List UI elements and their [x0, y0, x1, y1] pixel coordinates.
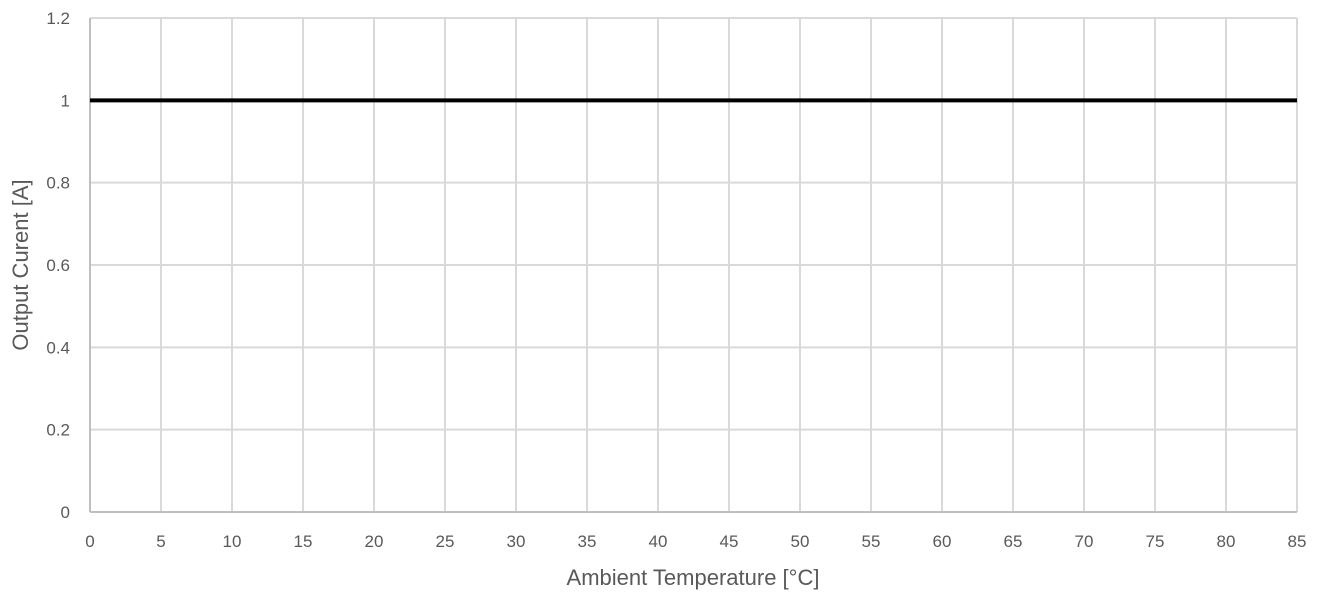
- x-tick-label: 25: [436, 532, 455, 551]
- y-tick-label: 0.2: [46, 421, 70, 440]
- y-tick-label: 0.8: [46, 174, 70, 193]
- x-tick-label: 75: [1146, 532, 1165, 551]
- x-tick-label: 20: [365, 532, 384, 551]
- x-tick-label: 50: [791, 532, 810, 551]
- x-tick-label: 0: [85, 532, 94, 551]
- x-tick-label: 5: [156, 532, 165, 551]
- grid-lines: [90, 17, 1298, 512]
- x-tick-label: 45: [720, 532, 739, 551]
- x-tick-label: 80: [1217, 532, 1236, 551]
- x-tick-label: 60: [933, 532, 952, 551]
- x-axis-title: Ambient Temperature [°C]: [567, 565, 820, 590]
- x-tick-label: 35: [578, 532, 597, 551]
- y-tick-label: 0: [61, 503, 70, 522]
- x-tick-label: 10: [223, 532, 242, 551]
- y-axis-title: Output Curent [A]: [8, 179, 33, 350]
- x-tick-label: 30: [507, 532, 526, 551]
- x-tick-label: 65: [1004, 532, 1023, 551]
- x-tick-labels: 0 5 10 15 20 25 30 35 40 45 50 55 60 65 70 75 80 85: [85, 532, 1306, 551]
- y-tick-label: 0.4: [46, 338, 70, 357]
- y-tick-labels: 0 0.2 0.4 0.6 0.8 1 1.2: [46, 9, 70, 522]
- x-tick-label: 70: [1075, 532, 1094, 551]
- x-tick-label: 55: [862, 532, 881, 551]
- x-tick-label: 15: [294, 532, 313, 551]
- x-tick-label: 85: [1288, 532, 1307, 551]
- y-tick-label: 0.6: [46, 256, 70, 275]
- y-tick-label: 1: [61, 91, 70, 110]
- x-tick-label: 40: [649, 532, 668, 551]
- y-tick-label: 1.2: [46, 9, 70, 28]
